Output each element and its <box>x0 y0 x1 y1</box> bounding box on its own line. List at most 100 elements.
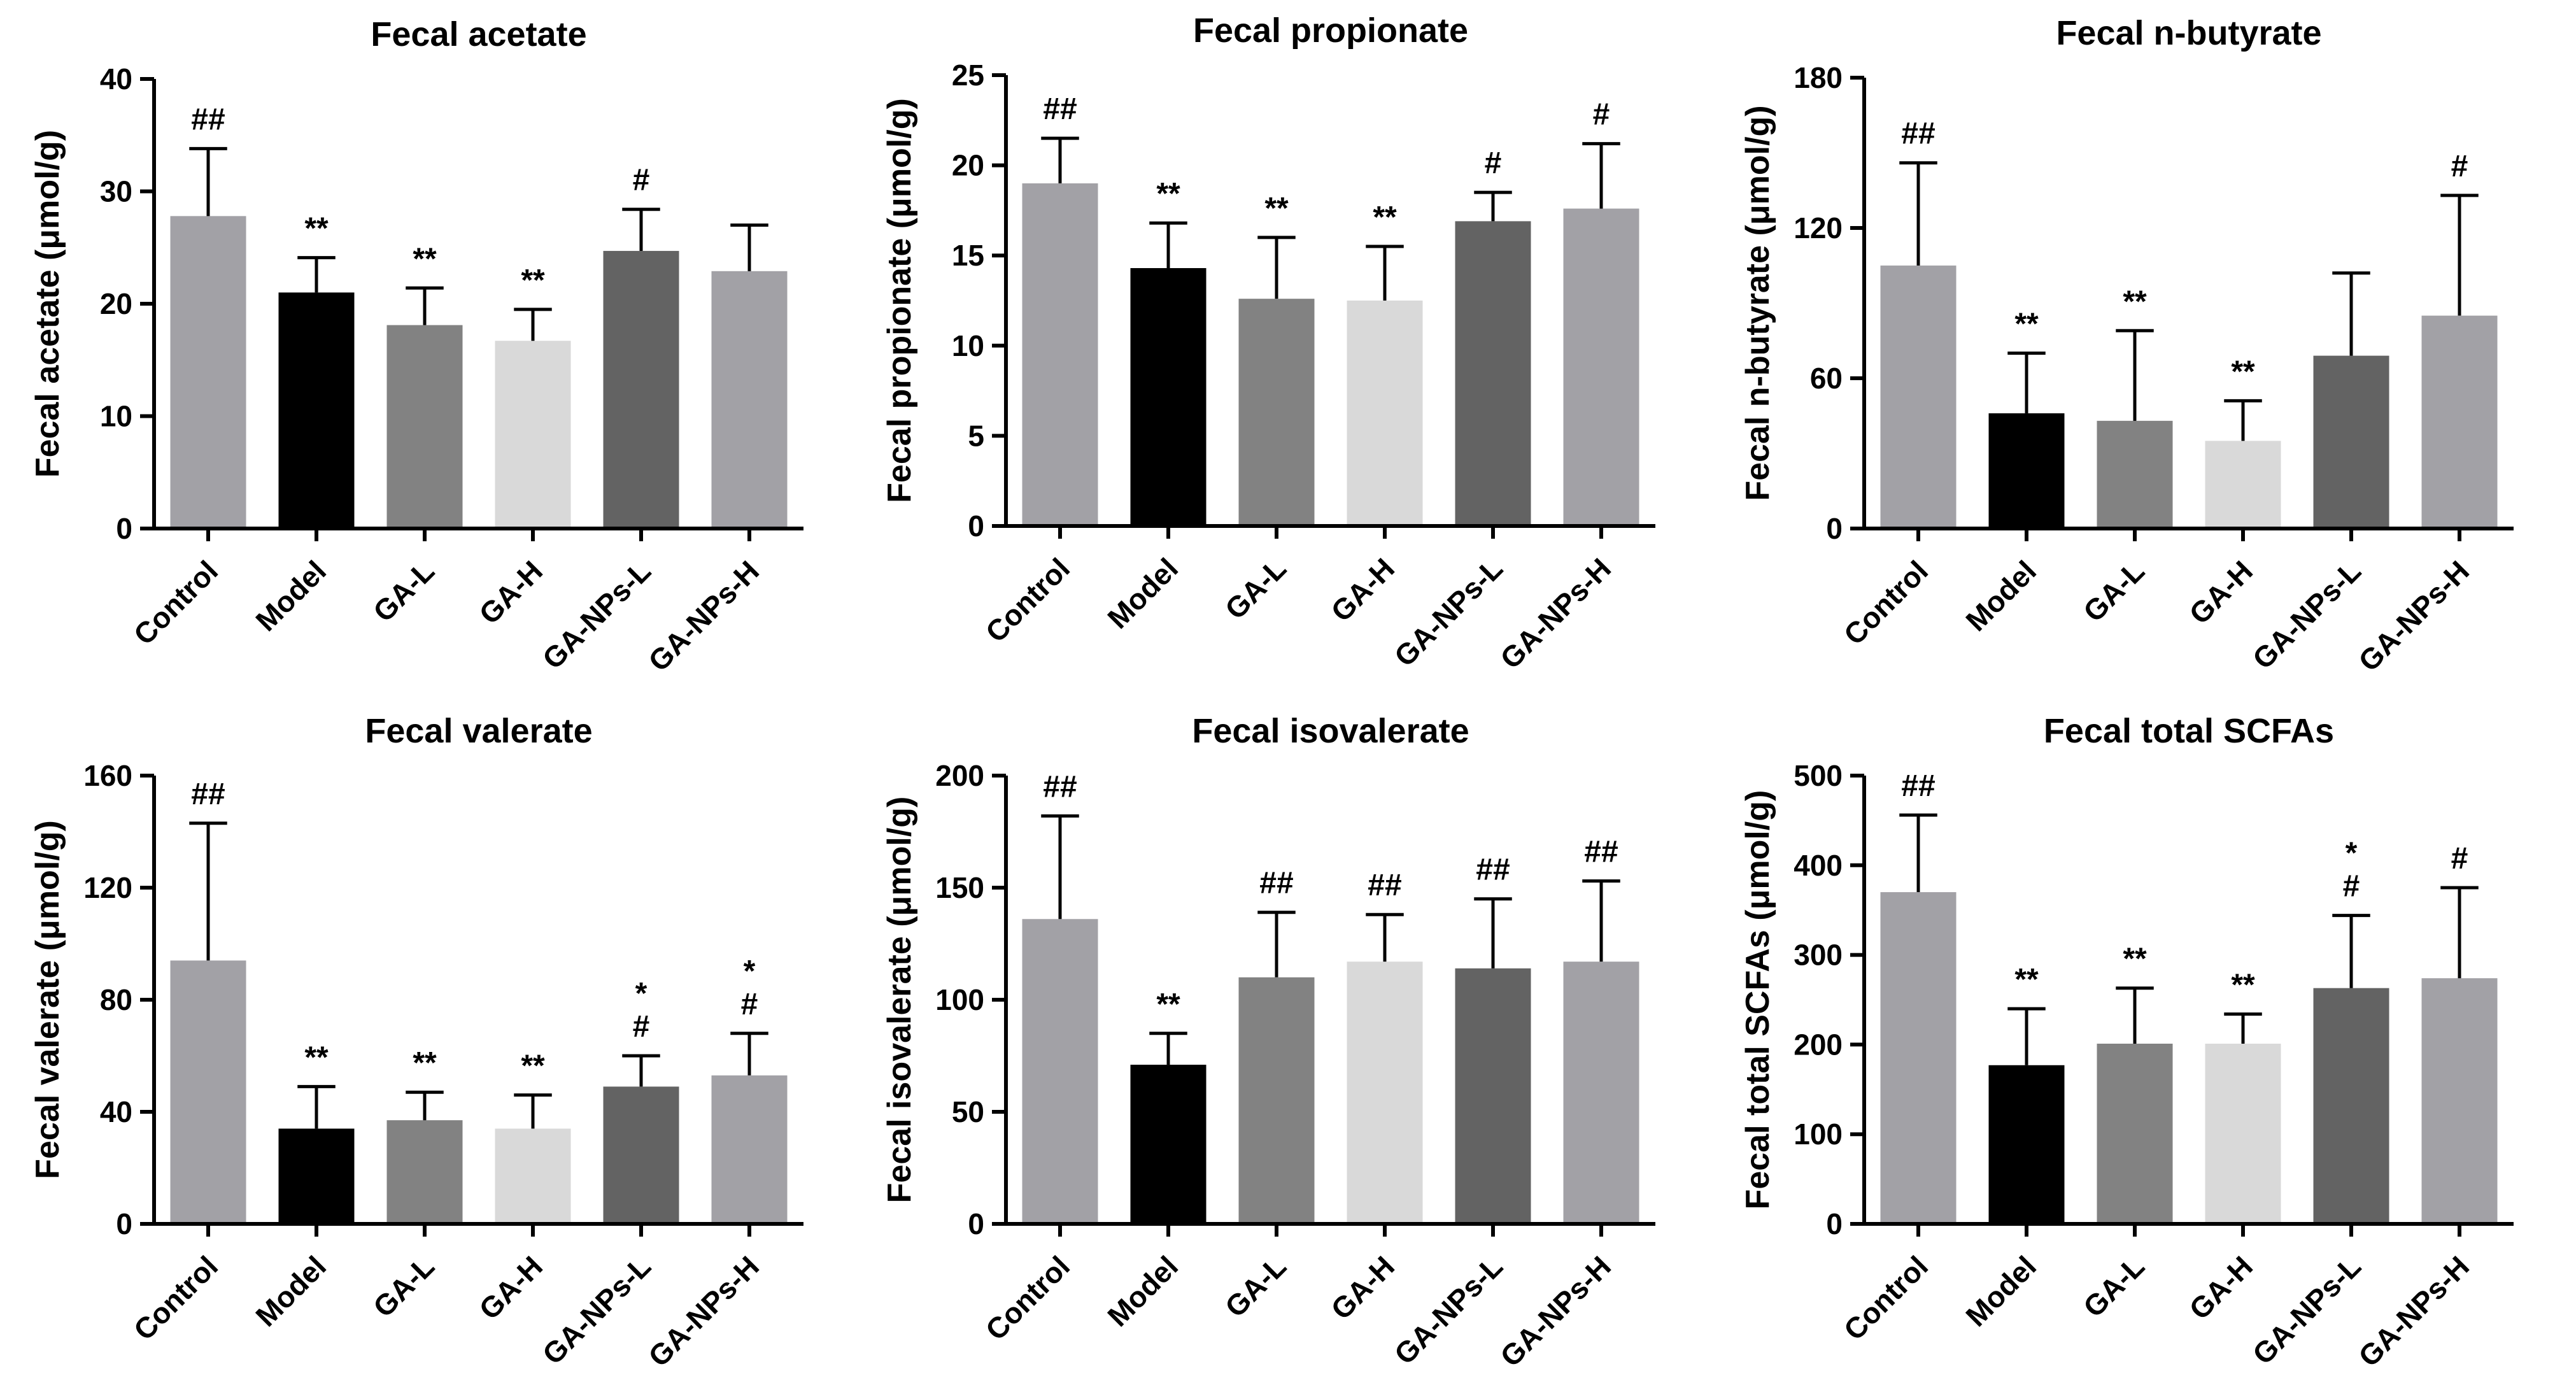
y-tick-label: 10 <box>952 329 984 362</box>
y-tick-label: 120 <box>1794 211 1843 245</box>
y-axis-label: Fecal total SCFAs (μmol/g) <box>1739 790 1776 1210</box>
chart-title: Fecal n-butyrate <box>2056 14 2321 52</box>
x-tick-label-ga-l: GA-L <box>367 1249 441 1323</box>
bar-model <box>278 292 355 529</box>
bar-ga-nps-l <box>2313 355 2389 529</box>
significance-mark: # <box>1593 98 1610 132</box>
y-tick-label: 40 <box>100 62 132 96</box>
bar-ga-nps-h <box>1563 962 1639 1224</box>
y-tick-label: 60 <box>1810 362 1843 395</box>
bar-ga-l <box>386 1120 463 1224</box>
chart-title: Fecal acetate <box>371 15 586 53</box>
significance-mark: # <box>633 164 650 197</box>
bar-ga-h <box>2205 1043 2281 1224</box>
x-tick-label-control: Control <box>127 554 224 651</box>
bar-ga-h <box>1347 962 1423 1224</box>
x-tick-label-ga-l: GA-L <box>367 554 441 628</box>
bar-ga-nps-h <box>711 1075 788 1224</box>
x-tick-label-control: Control <box>979 1249 1076 1346</box>
x-tick-label-control: Control <box>979 551 1076 648</box>
bar-ga-nps-l <box>1455 968 1531 1224</box>
y-tick-label: 15 <box>952 239 984 272</box>
significance-mark: ## <box>1043 770 1077 804</box>
bar-control <box>1880 266 1957 529</box>
bar-ga-nps-h <box>2421 978 2498 1224</box>
significance-mark: * <box>744 955 756 988</box>
x-tick-label-ga-nps-h: GA-NPs-H <box>1494 551 1617 675</box>
bar-ga-nps-h <box>711 271 788 529</box>
y-tick-label: 0 <box>116 1207 132 1240</box>
bar-control <box>1022 919 1098 1224</box>
x-tick-label-model: Model <box>1101 1249 1184 1333</box>
significance-mark: ## <box>1259 867 1293 900</box>
bar-model <box>1988 1065 2065 1224</box>
bar-ga-nps-l <box>603 1086 679 1224</box>
significance-mark: ## <box>1901 117 1935 151</box>
chart-panel-fecal-n-butyrate: Fecal n-butyrate Fecal n-butyrate (μmol/g… <box>1739 14 2514 678</box>
x-tick-label-ga-nps-l: GA-NPs-L <box>2246 1249 2367 1370</box>
significance-mark: # <box>633 1010 650 1044</box>
x-tick-label-ga-h: GA-H <box>1324 551 1401 628</box>
y-axis-label: Fecal valerate (μmol/g) <box>29 820 66 1179</box>
y-tick-label: 180 <box>1794 61 1843 94</box>
x-tick-label-control: Control <box>1837 1249 1934 1346</box>
x-tick-label-model: Model <box>1101 551 1184 635</box>
x-tick-label-ga-nps-h: GA-NPs-H <box>1494 1249 1617 1373</box>
bar-ga-nps-l <box>2313 988 2389 1224</box>
x-tick-label-ga-nps-l: GA-NPs-L <box>1388 1249 1509 1370</box>
x-tick-label-ga-h: GA-H <box>472 1249 549 1326</box>
y-tick-label: 100 <box>935 983 984 1016</box>
x-tick-label-ga-nps-h: GA-NPs-H <box>2352 1249 2475 1373</box>
y-tick-label: 20 <box>952 149 984 182</box>
x-tick-label-ga-h: GA-H <box>2183 554 2259 630</box>
x-tick-label-ga-l: GA-L <box>1219 551 1292 625</box>
x-tick-label-ga-l: GA-L <box>2077 1249 2151 1323</box>
significance-mark: ** <box>2123 942 2147 976</box>
significance-mark: ## <box>1043 92 1077 126</box>
significance-mark: ** <box>2231 355 2255 388</box>
y-tick-label: 0 <box>968 1207 984 1240</box>
significance-mark: ** <box>304 1040 329 1074</box>
y-axis-label: Fecal isovalerate (μmol/g) <box>881 797 918 1204</box>
x-tick-label-ga-nps-h: GA-NPs-H <box>642 554 765 678</box>
y-tick-label: 40 <box>100 1095 132 1128</box>
y-tick-label: 150 <box>935 871 984 904</box>
y-tick-label: 300 <box>1794 939 1843 972</box>
x-tick-label-model: Model <box>1959 554 2042 637</box>
y-tick-label: 0 <box>1826 1207 1843 1240</box>
chart-panel-fecal-isovalerate: Fecal isovalerate Fecal isovalerate (μmol… <box>881 712 1655 1373</box>
significance-mark: ** <box>304 212 329 246</box>
significance-mark: # <box>741 988 758 1021</box>
x-tick-label-ga-l: GA-L <box>2077 554 2151 628</box>
bar-ga-nps-h <box>2421 315 2498 529</box>
y-tick-label: 20 <box>100 287 132 320</box>
significance-mark: * <box>2346 837 2358 870</box>
bar-ga-nps-h <box>1563 208 1639 526</box>
x-tick-label-model: Model <box>249 554 332 637</box>
bar-ga-l <box>386 325 463 529</box>
significance-mark: ** <box>2231 969 2255 1002</box>
y-tick-label: 30 <box>100 175 132 208</box>
y-tick-label: 500 <box>1794 759 1843 792</box>
significance-mark: # <box>2343 870 2360 904</box>
significance-mark: ## <box>191 103 225 136</box>
x-tick-label-ga-nps-h: GA-NPs-H <box>642 1249 765 1373</box>
significance-mark: ## <box>1584 835 1618 869</box>
y-axis-label: Fecal n-butyrate (μmol/g) <box>1739 105 1776 501</box>
y-tick-label: 200 <box>935 759 984 792</box>
significance-mark: ## <box>1368 869 1401 902</box>
chart-panel-fecal-propionate: Fecal propionate Fecal propionate (μmol/g… <box>881 11 1655 675</box>
bar-control <box>170 216 246 529</box>
chart-title: Fecal total SCFAs <box>2044 712 2334 750</box>
bar-ga-l <box>1238 299 1315 526</box>
y-tick-label: 80 <box>100 983 132 1016</box>
significance-mark: ** <box>521 264 545 297</box>
significance-mark: # <box>1485 146 1502 180</box>
x-tick-label-ga-nps-h: GA-NPs-H <box>2352 554 2475 678</box>
x-tick-label-control: Control <box>1837 554 1934 651</box>
bar-ga-h <box>495 341 571 529</box>
bar-ga-h <box>1347 301 1423 526</box>
bar-ga-l <box>2097 420 2173 529</box>
x-tick-label-ga-nps-l: GA-NPs-L <box>536 1249 657 1370</box>
